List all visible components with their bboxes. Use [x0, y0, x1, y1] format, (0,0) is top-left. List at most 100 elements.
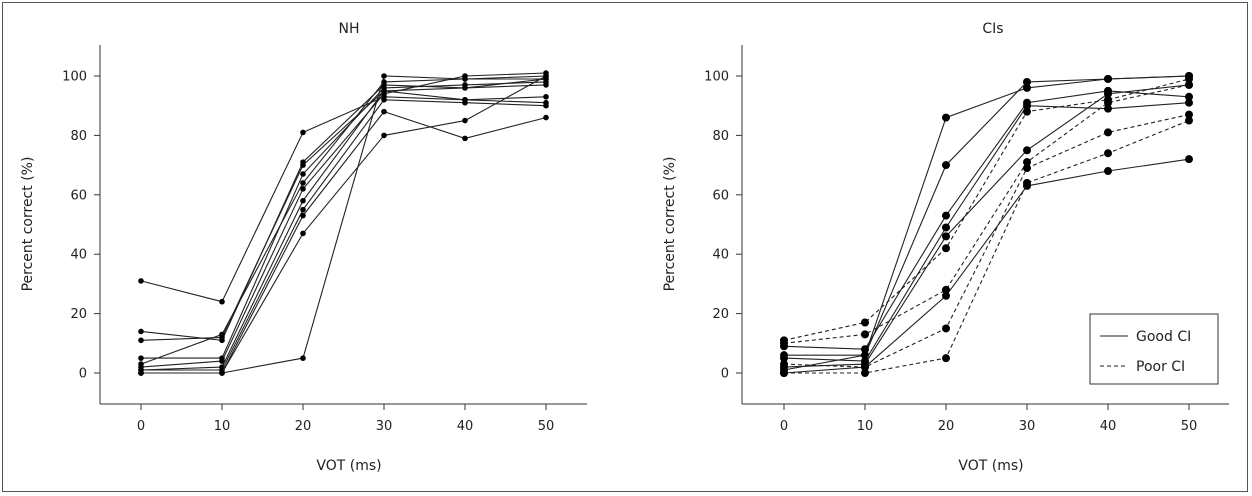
x-tick-label: 40 — [457, 419, 474, 434]
data-point — [138, 355, 144, 361]
data-point — [543, 93, 549, 100]
data-point — [300, 230, 306, 237]
series-path — [784, 75, 1190, 356]
series-line — [138, 108, 549, 376]
series-path — [140, 75, 547, 365]
x-tick-label: 20 — [938, 419, 955, 434]
data-point — [942, 291, 950, 300]
data-point — [219, 358, 225, 364]
data-point — [1185, 74, 1193, 83]
series-line — [138, 93, 549, 305]
series-line — [138, 76, 549, 373]
series-line-poor-ci — [780, 110, 1193, 372]
legend: Good CI Poor CI — [1089, 313, 1219, 385]
data-point — [780, 360, 788, 369]
data-point — [942, 232, 950, 241]
data-point — [780, 369, 788, 377]
series-path — [783, 158, 1190, 374]
y-axis-label: Percent correct (%) — [20, 157, 36, 292]
data-point — [861, 345, 869, 354]
data-point — [1104, 128, 1112, 137]
y-tick-label: 40 — [70, 248, 87, 263]
data-point — [462, 99, 468, 106]
data-point — [543, 114, 549, 121]
data-point — [1023, 146, 1031, 155]
data-point — [942, 324, 950, 333]
data-point — [1185, 155, 1193, 164]
x-axis-label: VOT (ms) — [316, 458, 381, 474]
data-point — [381, 73, 387, 79]
x-tick-label: 10 — [857, 419, 874, 434]
y-tick-label: 60 — [712, 188, 729, 203]
data-point — [219, 331, 225, 338]
data-point — [300, 212, 306, 219]
data-point — [462, 85, 468, 91]
series-line-poor-ci — [780, 74, 1193, 345]
y-tick-label: 100 — [704, 70, 729, 85]
data-point — [1104, 98, 1112, 107]
data-point — [462, 117, 468, 124]
x-tick-label: 20 — [295, 419, 312, 434]
data-point — [300, 186, 306, 192]
data-point — [1023, 107, 1031, 116]
series-line-poor-ci — [780, 80, 1193, 348]
data-point — [1104, 149, 1112, 158]
data-point — [1023, 158, 1031, 167]
data-point — [942, 113, 950, 122]
series-path — [783, 114, 1190, 368]
data-point — [1023, 77, 1031, 86]
y-tick-label: 0 — [79, 367, 87, 382]
data-point — [1023, 178, 1031, 187]
data-point — [1023, 164, 1031, 173]
series-path — [783, 90, 1190, 350]
data-point — [543, 102, 549, 109]
data-point — [300, 129, 306, 136]
data-point — [1185, 80, 1193, 89]
data-point — [1023, 101, 1031, 110]
data-point — [1185, 116, 1193, 125]
series-line-poor-ci — [780, 116, 1193, 377]
x-tick-label: 50 — [538, 419, 555, 434]
data-point — [942, 211, 950, 220]
data-point — [219, 298, 225, 305]
series-path — [140, 78, 547, 371]
panel-title: CIs — [982, 21, 1003, 37]
x-tick-label: 0 — [137, 419, 145, 434]
series-path — [783, 84, 1190, 368]
data-point — [138, 328, 144, 335]
data-point — [942, 223, 950, 232]
series-path — [141, 75, 546, 374]
data-point — [300, 162, 306, 168]
x-tick-label: 10 — [214, 419, 231, 434]
series-line — [138, 82, 549, 344]
data-point — [861, 318, 869, 327]
y-tick-label: 20 — [70, 307, 87, 322]
series-path — [140, 84, 547, 341]
data-point — [861, 369, 869, 377]
y-axis-label: Percent correct (%) — [662, 157, 678, 292]
x-tick-label: 40 — [1100, 419, 1117, 434]
data-point — [942, 354, 950, 363]
data-point — [543, 76, 549, 82]
data-point — [861, 363, 869, 372]
data-point — [219, 370, 225, 376]
panel-nh: 0 10 20 30 40 50 0 20 40 60 80 100 NH VOT (ms) Percent… — [20, 21, 587, 474]
y-tick-label: 0 — [721, 367, 729, 382]
data-point — [1104, 104, 1112, 113]
data-point — [138, 370, 144, 376]
series-path — [140, 96, 547, 303]
data-point — [300, 171, 306, 177]
series-path — [141, 110, 547, 374]
series-path — [141, 99, 547, 371]
data-point — [1023, 83, 1031, 92]
y-tick-label: 60 — [70, 188, 87, 203]
data-point — [780, 339, 788, 348]
data-point — [780, 354, 788, 363]
series-path — [784, 120, 1190, 374]
data-point — [942, 161, 950, 170]
series-line — [138, 79, 549, 361]
y-tick-label: 80 — [712, 129, 729, 144]
data-point — [300, 197, 306, 204]
